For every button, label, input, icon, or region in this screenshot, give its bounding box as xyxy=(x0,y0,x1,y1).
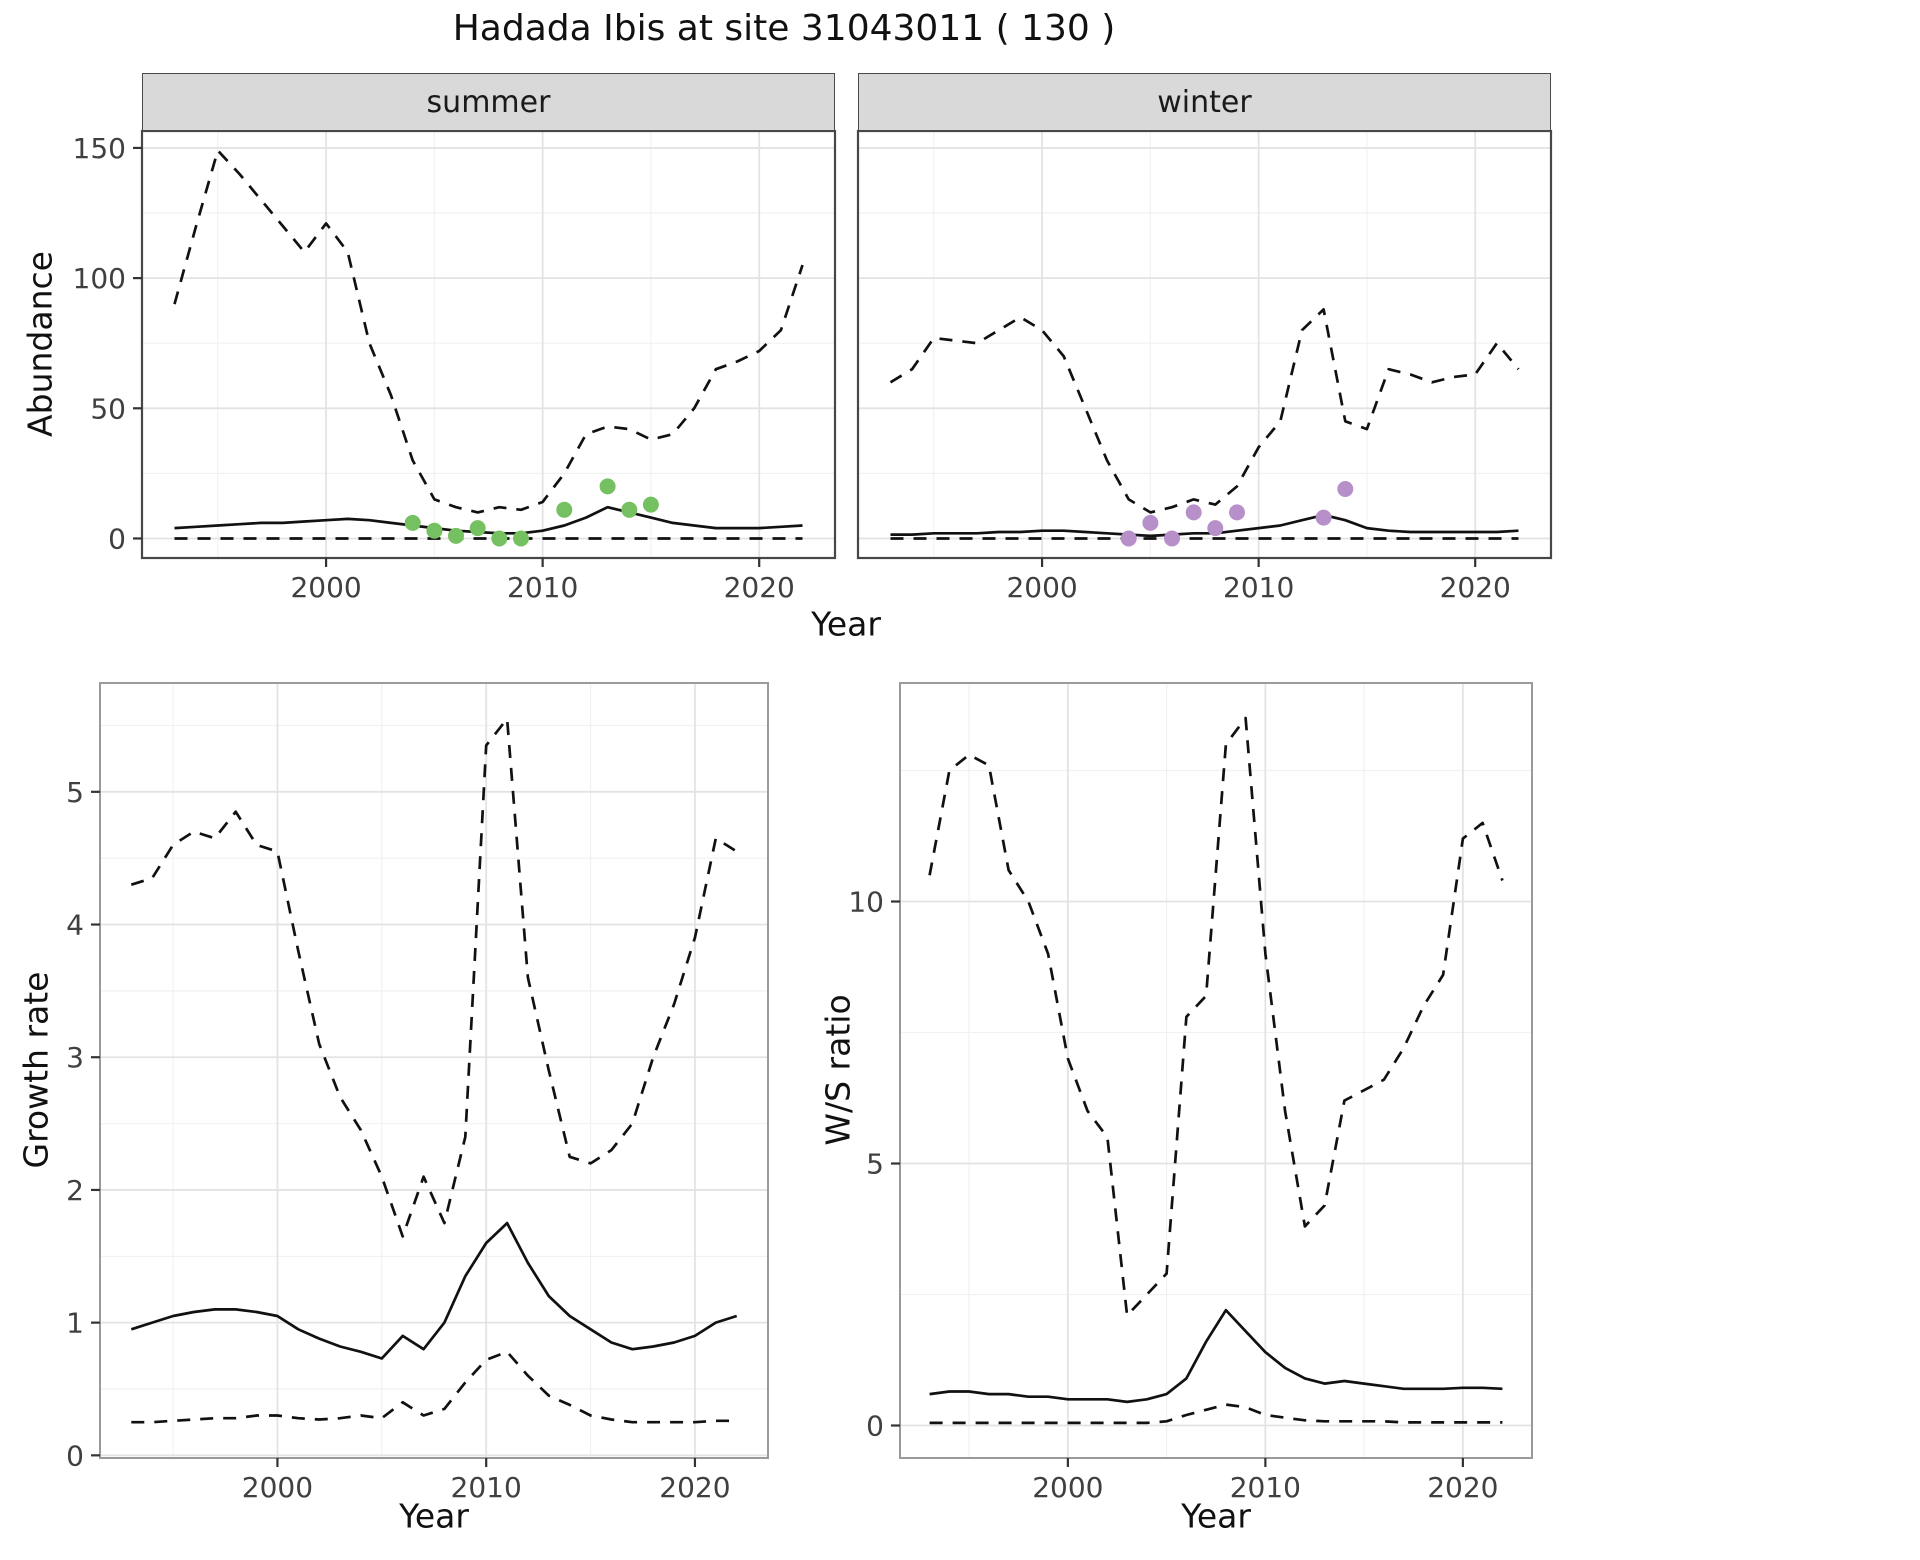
y-axis-title-ws-ratio: W/S ratio xyxy=(818,994,858,1146)
x-tick-label: 2010 xyxy=(1223,571,1294,604)
abundance_summer-observation-point xyxy=(448,527,464,544)
x-tick-label: 2010 xyxy=(1230,1471,1301,1504)
abundance_winter-observation-point xyxy=(1185,504,1202,521)
y-axis-title-abundance: Abundance xyxy=(20,251,60,437)
y-tick-label: 4 xyxy=(66,909,84,942)
y-axis-title-growth-rate: Growth rate xyxy=(16,971,56,1169)
y-tick-label: 0 xyxy=(866,1410,884,1443)
ws_ratio-median-line xyxy=(929,1308,1503,1404)
growth_rate-lower_ci-line xyxy=(131,1350,737,1424)
panel-abundance_summer: 2000 2010 2020 0 50 100 150 xyxy=(73,129,837,604)
y-tick-label: 0 xyxy=(108,522,126,555)
growth_rate-median-line xyxy=(130,1221,738,1360)
facet-strip-summer: summer xyxy=(142,73,835,131)
x-tick-label: 2010 xyxy=(451,1471,522,1504)
abundance_summer-upper_ci-line xyxy=(173,149,804,514)
y-tick-label: 50 xyxy=(90,392,126,425)
panel-abundance_winter: 2000 2010 2020 xyxy=(856,129,1553,604)
abundance_winter-observation-point xyxy=(1142,514,1159,531)
abundance_summer-observation-point xyxy=(426,522,443,539)
x-tick-label: 2020 xyxy=(659,1471,730,1504)
y-tick-label: 2 xyxy=(66,1174,84,1207)
y-tick-label: 150 xyxy=(73,132,126,165)
chart-title: Hadada Ibis at site 31043011 ( 130 ) xyxy=(452,8,1116,49)
abundance_summer-observation-point xyxy=(404,514,421,531)
abundance_summer-observation-point xyxy=(642,496,659,513)
abundance_winter-observation-point xyxy=(1164,530,1180,547)
panel-growth_rate: 2000 2010 2020 0 1 2 3 4 5 xyxy=(66,682,769,1504)
abundance_winter-upper_ci-line xyxy=(889,308,1520,514)
abundance_summer-observation-point xyxy=(556,501,573,518)
x-axis-title-ws-ratio: Year xyxy=(1181,1496,1251,1536)
abundance_summer-observation-point xyxy=(491,530,508,547)
growth_rate-upper_ci-line xyxy=(130,717,738,1238)
x-tick-label: 2010 xyxy=(507,571,578,604)
x-tick-label: 2000 xyxy=(242,1471,313,1504)
abundance_winter-observation-point xyxy=(1229,504,1245,521)
y-tick-label: 10 xyxy=(848,886,884,919)
panel-ws_ratio: 2000 2010 2020 0 5 10 xyxy=(848,682,1533,1504)
y-tick-label: 3 xyxy=(66,1041,84,1074)
abundance_winter-observation-point xyxy=(1315,509,1332,526)
x-axis-title-abundance: Year xyxy=(811,604,881,644)
ws_ratio-upper_ci-line xyxy=(928,716,1504,1317)
y-tick-label: 0 xyxy=(66,1439,84,1472)
abundance_summer-observation-point xyxy=(621,501,638,518)
facet-strip-winter: winter xyxy=(858,73,1551,131)
abundance_winter-median-line xyxy=(890,513,1519,538)
y-tick-label: 1 xyxy=(66,1307,84,1340)
x-tick-label: 2020 xyxy=(724,571,795,604)
y-tick-label: 100 xyxy=(73,262,126,295)
abundance_summer-observation-point xyxy=(513,530,529,547)
y-tick-label: 5 xyxy=(866,1148,884,1181)
abundance_summer-observation-point xyxy=(469,520,486,537)
abundance_winter-observation-point xyxy=(1120,530,1137,547)
x-tick-label: 2000 xyxy=(1032,1471,1103,1504)
facet-strip-summer-label: summer xyxy=(426,84,551,120)
x-tick-label: 2020 xyxy=(1427,1471,1498,1504)
y-tick-label: 5 xyxy=(66,776,84,809)
abundance_summer-median-line xyxy=(174,505,803,535)
x-tick-label: 2000 xyxy=(290,571,361,604)
abundance_winter-observation-point xyxy=(1337,481,1354,497)
abundance_winter-observation-point xyxy=(1207,520,1224,537)
x-tick-label: 2020 xyxy=(1440,571,1511,604)
x-axis-title-growth-rate: Year xyxy=(399,1496,469,1536)
abundance_summer-observation-point xyxy=(599,478,616,495)
x-tick-label: 2000 xyxy=(1006,571,1077,604)
facet-strip-winter-label: winter xyxy=(1157,84,1252,120)
ws_ratio-lower_ci-line xyxy=(929,1403,1503,1425)
